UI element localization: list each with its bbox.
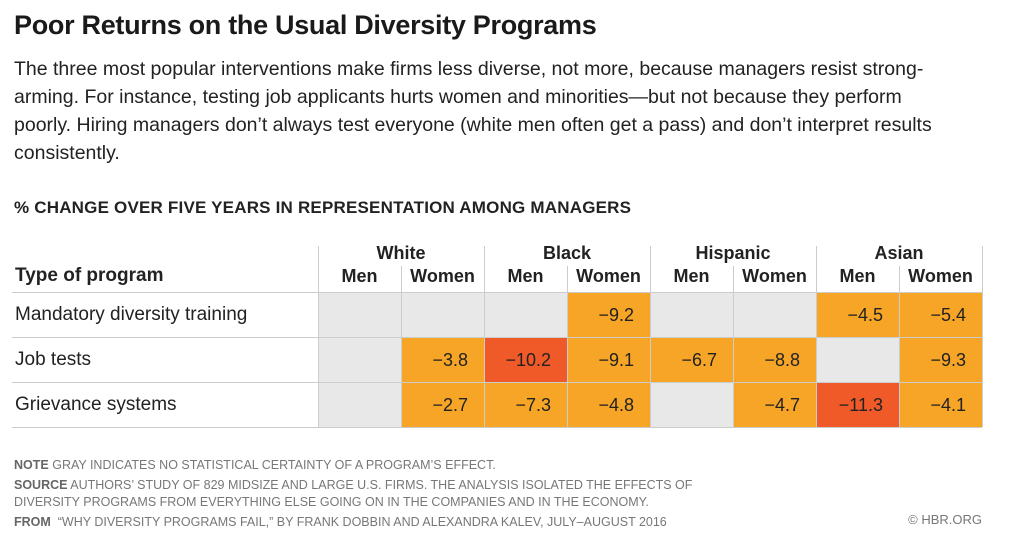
cell-value: −10.2 xyxy=(485,338,567,382)
cell-value: −2.7 xyxy=(402,383,484,427)
cell-value: −8.8 xyxy=(734,338,816,382)
subgroup-header: Men xyxy=(507,266,544,286)
cell-not-significant xyxy=(651,293,733,337)
from-label: FROM xyxy=(14,515,51,529)
cell-value: −4.7 xyxy=(734,383,816,427)
row-divider xyxy=(12,382,982,383)
column-divider xyxy=(733,266,734,427)
subgroup-header: Women xyxy=(410,266,475,286)
cell-not-significant xyxy=(485,293,567,337)
bottom-rule xyxy=(12,427,982,428)
note-label: NOTE xyxy=(14,458,49,472)
column-divider xyxy=(650,246,651,427)
cell-value: −9.2 xyxy=(568,293,650,337)
cell-not-significant xyxy=(734,293,816,337)
group-header: Asian xyxy=(874,243,924,263)
notes: NOTE Gray indicates no statistical certa… xyxy=(14,457,754,531)
cell-value: −9.3 xyxy=(900,338,982,382)
cell-not-significant xyxy=(319,293,401,337)
chart-title: Poor Returns on the Usual Diversity Prog… xyxy=(14,10,597,40)
row-label: Job tests xyxy=(15,348,92,370)
from-text: “Why Diversity Programs Fail,” by Frank … xyxy=(57,515,667,529)
group-header: White xyxy=(376,243,426,263)
column-divider xyxy=(318,246,319,427)
row-label: Mandatory diversity training xyxy=(15,303,248,325)
column-divider xyxy=(567,266,568,427)
chart-description: The three most popular interventions mak… xyxy=(14,58,932,164)
column-divider xyxy=(484,246,485,427)
cell-value: −3.8 xyxy=(402,338,484,382)
group-header: Black xyxy=(542,243,592,263)
subgroup-header: Men xyxy=(839,266,876,286)
cell-value: −4.8 xyxy=(568,383,650,427)
subgroup-header: Women xyxy=(576,266,641,286)
cell-value: −9.1 xyxy=(568,338,650,382)
subgroup-header: Men xyxy=(673,266,710,286)
cell-not-significant xyxy=(402,293,484,337)
cell-not-significant xyxy=(817,338,899,382)
cell-not-significant xyxy=(319,338,401,382)
table-subtitle: % CHANGE OVER FIVE YEARS IN REPRESENTATI… xyxy=(14,198,632,217)
cell-value: −7.3 xyxy=(485,383,567,427)
subgroup-header: Women xyxy=(908,266,973,286)
row-header: Type of program xyxy=(15,265,164,286)
cell-not-significant xyxy=(319,383,401,427)
column-divider xyxy=(899,266,900,427)
subgroup-header: Men xyxy=(341,266,378,286)
column-divider xyxy=(982,246,983,427)
row-label: Grievance systems xyxy=(15,393,177,415)
cell-value: −6.7 xyxy=(651,338,733,382)
column-divider xyxy=(401,266,402,427)
cell-value: −4.5 xyxy=(817,293,899,337)
row-divider xyxy=(12,337,982,338)
subgroup-header: Women xyxy=(742,266,807,286)
heatmap-table: Type of program White Men Women Black Men Wom… xyxy=(12,240,983,428)
note-text: Gray indicates no statistical certainty … xyxy=(52,458,496,472)
cell-value: −5.4 xyxy=(900,293,982,337)
group-header: Hispanic xyxy=(695,243,771,263)
cell-not-significant xyxy=(651,383,733,427)
row-divider xyxy=(12,292,982,293)
source-label: SOURCE xyxy=(14,478,68,492)
source-text: Authors’ study of 829 midsize and large … xyxy=(14,478,693,509)
cell-value: −11.3 xyxy=(817,383,899,427)
cell-value: −4.1 xyxy=(900,383,982,427)
column-divider xyxy=(816,246,817,427)
credit: © HBR.ORG xyxy=(908,512,982,527)
